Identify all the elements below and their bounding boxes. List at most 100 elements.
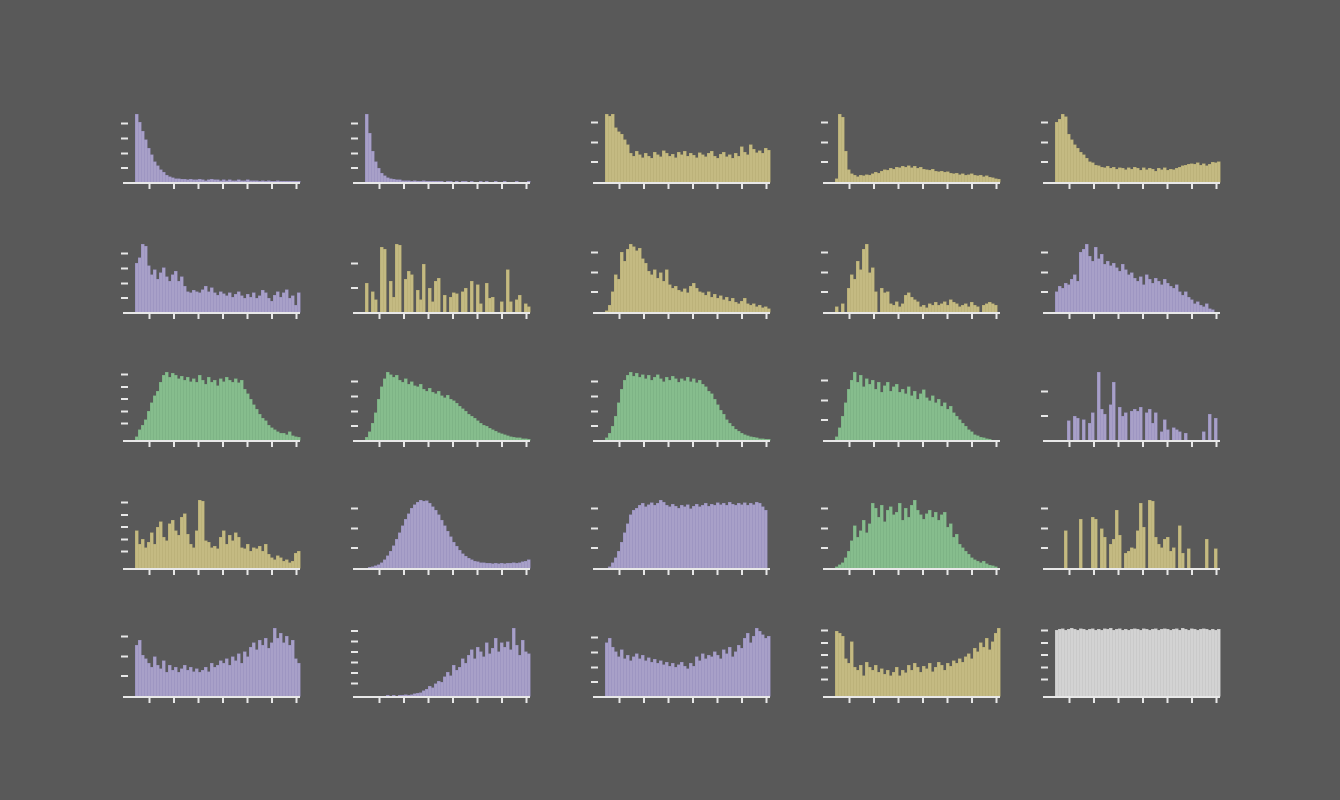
histogram-bar xyxy=(508,436,513,441)
x-axis-line xyxy=(123,696,300,699)
histogram-bar xyxy=(463,663,468,697)
histogram-bar xyxy=(490,429,495,441)
x-tick xyxy=(995,314,998,320)
histogram-bar xyxy=(667,665,672,697)
histogram-bar xyxy=(933,511,938,569)
histogram-bar xyxy=(418,299,423,313)
histogram-bar xyxy=(760,153,765,183)
histogram-bar xyxy=(373,412,378,441)
histogram-bar xyxy=(418,499,423,569)
histogram-bar xyxy=(625,654,630,697)
histogram-bar xyxy=(158,381,163,441)
histogram-bar xyxy=(376,398,381,441)
histogram-bar xyxy=(637,154,642,183)
histogram-bar xyxy=(733,153,738,183)
x-tick xyxy=(667,698,670,704)
histogram-bar xyxy=(766,635,771,697)
histogram-bar xyxy=(610,426,615,441)
histogram-bar xyxy=(972,304,977,313)
x-tick xyxy=(716,570,719,576)
x-tick xyxy=(1166,698,1169,704)
x-tick xyxy=(501,698,504,704)
histogram-bar xyxy=(930,168,935,183)
histogram-bar xyxy=(478,651,483,697)
histogram-bar xyxy=(993,633,998,697)
histogram-bar xyxy=(457,550,462,569)
histogram-bar xyxy=(646,155,651,183)
histogram-bar xyxy=(436,514,441,569)
histogram-bar xyxy=(245,543,250,569)
y-tick xyxy=(821,251,828,254)
histogram-bar xyxy=(152,543,157,569)
histogram-bar xyxy=(921,518,926,569)
y-tick xyxy=(121,655,128,658)
histogram-bar xyxy=(1177,166,1182,183)
histogram-bar xyxy=(715,404,720,441)
histogram-bar xyxy=(688,508,693,569)
histogram-bar xyxy=(867,667,872,697)
x-tick xyxy=(848,184,851,190)
histogram-bar xyxy=(861,249,866,313)
histogram-bar xyxy=(1090,260,1095,313)
x-tick xyxy=(642,442,645,448)
histogram-bar xyxy=(281,292,286,313)
histogram-bar xyxy=(167,377,172,441)
histogram-bar xyxy=(242,388,247,441)
y-tick xyxy=(821,527,828,530)
histogram-bar xyxy=(655,503,660,569)
histogram-bar xyxy=(658,499,663,569)
histogram-bar xyxy=(948,172,953,183)
histogram-bar xyxy=(861,175,866,183)
histogram-bar xyxy=(146,541,151,569)
histogram-bar xyxy=(933,170,938,183)
x-tick xyxy=(716,184,719,190)
histogram-bar xyxy=(882,521,887,569)
histogram-bar xyxy=(1132,628,1137,697)
histogram-bar xyxy=(745,303,750,313)
histogram-bar xyxy=(652,269,657,313)
histogram-bar xyxy=(981,304,986,313)
histogram-bar xyxy=(1141,628,1146,697)
histogram-bar xyxy=(634,151,639,183)
histogram-bar xyxy=(664,505,669,569)
x-tick xyxy=(765,442,768,448)
x-tick xyxy=(246,698,249,704)
histogram-bar xyxy=(1126,167,1131,183)
histogram-bar xyxy=(903,166,908,183)
histogram-bar xyxy=(915,301,920,313)
histogram-bar xyxy=(900,520,905,569)
histogram-bar xyxy=(727,300,732,313)
histogram-bar xyxy=(164,371,169,441)
histogram-plot xyxy=(351,627,531,704)
histogram-bar xyxy=(936,304,941,313)
histogram-bar xyxy=(840,303,845,313)
histogram-bar xyxy=(984,563,989,569)
histogram-bar xyxy=(254,548,259,569)
histogram-bar xyxy=(430,687,435,697)
histogram-bar xyxy=(191,289,196,313)
x-tick xyxy=(667,184,670,190)
histogram-bar xyxy=(293,181,298,183)
histogram-bar xyxy=(667,284,672,313)
histogram-bar xyxy=(409,694,414,697)
histogram-bar xyxy=(712,505,717,569)
histogram-bar xyxy=(146,265,151,313)
histogram-bar xyxy=(403,279,408,313)
y-tick xyxy=(121,538,128,541)
x-tick xyxy=(897,442,900,448)
histogram-bar xyxy=(960,173,965,183)
histogram-bar xyxy=(727,154,732,183)
histogram-bar xyxy=(888,675,893,697)
x-tick xyxy=(741,570,744,576)
histogram-bar xyxy=(451,292,456,313)
histogram-bar xyxy=(604,310,609,313)
histogram-bar xyxy=(682,506,687,569)
histogram-bar xyxy=(179,276,184,313)
histogram-bar xyxy=(1147,279,1152,313)
histogram-bar xyxy=(484,562,489,569)
x-tick xyxy=(618,698,621,704)
histogram-bar xyxy=(257,639,262,697)
x-tick xyxy=(501,314,504,320)
histogram-bar xyxy=(388,374,393,441)
histogram-bar xyxy=(655,374,660,441)
